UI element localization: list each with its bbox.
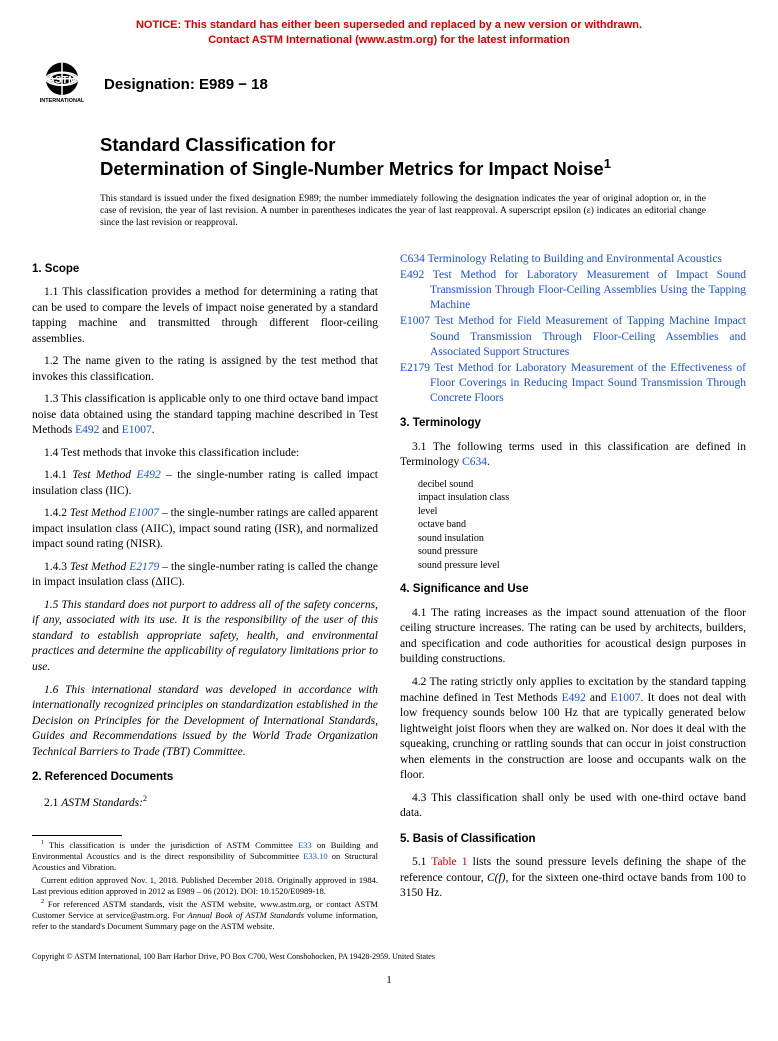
astm-logo: ASTM INTERNATIONAL (32, 62, 92, 110)
issuance-note: This standard is issued under the fixed … (100, 193, 706, 230)
link-c634-2[interactable]: C634 (462, 456, 487, 468)
svg-text:INTERNATIONAL: INTERNATIONAL (40, 98, 85, 104)
link-c634[interactable]: C634 (400, 253, 425, 265)
link-e2179[interactable]: E2179 (129, 561, 159, 573)
term: sound pressure level (418, 559, 746, 573)
body-columns: 1. Scope 1.1 This classification provide… (32, 252, 746, 935)
term: impact insulation class (418, 491, 746, 505)
copyright: Copyright © ASTM International, 100 Barr… (32, 952, 746, 963)
p1-4: 1.4 Test methods that invoke this classi… (32, 446, 378, 462)
title-footnote-mark: 1 (604, 156, 611, 171)
p1-6: 1.6 This international standard was deve… (32, 683, 378, 761)
term: octave band (418, 518, 746, 532)
footnote-1: 1 This classification is under the juris… (32, 840, 378, 873)
ref-c634: C634 Terminology Relating to Building an… (400, 252, 746, 267)
left-column: 1. Scope 1.1 This classification provide… (32, 252, 378, 935)
link-table1[interactable]: Table 1 (431, 856, 467, 868)
p1-5: 1.5 This standard does not purport to ad… (32, 598, 378, 676)
p1-4-2: 1.4.2 Test Method E1007 – the single-num… (32, 506, 378, 553)
svg-text:ASTM: ASTM (48, 75, 77, 86)
notice-line2: Contact ASTM International (www.astm.org… (208, 34, 570, 46)
footnote-2: 2 For referenced ASTM standards, visit t… (32, 899, 378, 932)
p4-2: 4.2 The rating strictly only applies to … (400, 675, 746, 784)
notice-line1: NOTICE: This standard has either been su… (136, 19, 642, 31)
link-e492-4[interactable]: E492 (562, 692, 586, 704)
p3-1: 3.1 The following terms used in this cla… (400, 440, 746, 471)
scope-head: 1. Scope (32, 262, 378, 278)
document-title: Standard Classification for Determinatio… (100, 133, 746, 180)
link-e1007-3[interactable]: E1007 (400, 315, 430, 327)
p1-4-3: 1.4.3 Test Method E2179 – the single-num… (32, 560, 378, 591)
link-e492-2[interactable]: E492 (136, 469, 160, 481)
ref-e2179: E2179 Test Method for Laboratory Measure… (400, 361, 746, 407)
term: sound pressure (418, 545, 746, 559)
term: level (418, 505, 746, 519)
siguse-head: 4. Significance and Use (400, 582, 746, 598)
term: decibel sound (418, 478, 746, 492)
p4-1: 4.1 The rating increases as the impact s… (400, 606, 746, 668)
p1-2: 1.2 The name given to the rating is assi… (32, 354, 378, 385)
link-e1007[interactable]: E1007 (122, 424, 152, 436)
designation: Designation: E989 − 18 (104, 75, 268, 95)
link-e2179-2[interactable]: E2179 (400, 362, 430, 374)
link-e492[interactable]: E492 (75, 424, 99, 436)
p1-4-1: 1.4.1 Test Method E492 – the single-numb… (32, 468, 378, 499)
p5-1: 5.1 Table 1 lists the sound pressure lev… (400, 855, 746, 902)
term: sound insulation (418, 532, 746, 546)
footnote-1b: Current edition approved Nov. 1, 2018. P… (32, 875, 378, 897)
link-e1007-4[interactable]: E1007 (611, 692, 641, 704)
header: ASTM INTERNATIONAL Designation: E989 − 1… (32, 62, 746, 110)
right-column: C634 Terminology Relating to Building an… (400, 252, 746, 935)
basis-head: 5. Basis of Classification (400, 832, 746, 848)
link-e1007-2[interactable]: E1007 (129, 507, 159, 519)
link-e492-3[interactable]: E492 (400, 269, 424, 281)
ref-e492: E492 Test Method for Laboratory Measurem… (400, 268, 746, 314)
term-list: decibel sound impact insulation class le… (418, 478, 746, 573)
link-e33-10[interactable]: E33.10 (303, 851, 327, 861)
p1-1: 1.1 This classification provides a metho… (32, 285, 378, 347)
p1-3: 1.3 This classification is applicable on… (32, 392, 378, 439)
p2-1: 2.1 ASTM Standards:2 (32, 794, 378, 811)
notice-banner: NOTICE: This standard has either been su… (32, 18, 746, 48)
page-number: 1 (32, 973, 746, 988)
p4-3: 4.3 This classification shall only be us… (400, 791, 746, 822)
refdocs-head: 2. Referenced Documents (32, 770, 378, 786)
ref-e1007: E1007 Test Method for Field Measurement … (400, 314, 746, 360)
link-e33[interactable]: E33 (298, 840, 312, 850)
terminology-head: 3. Terminology (400, 416, 746, 432)
